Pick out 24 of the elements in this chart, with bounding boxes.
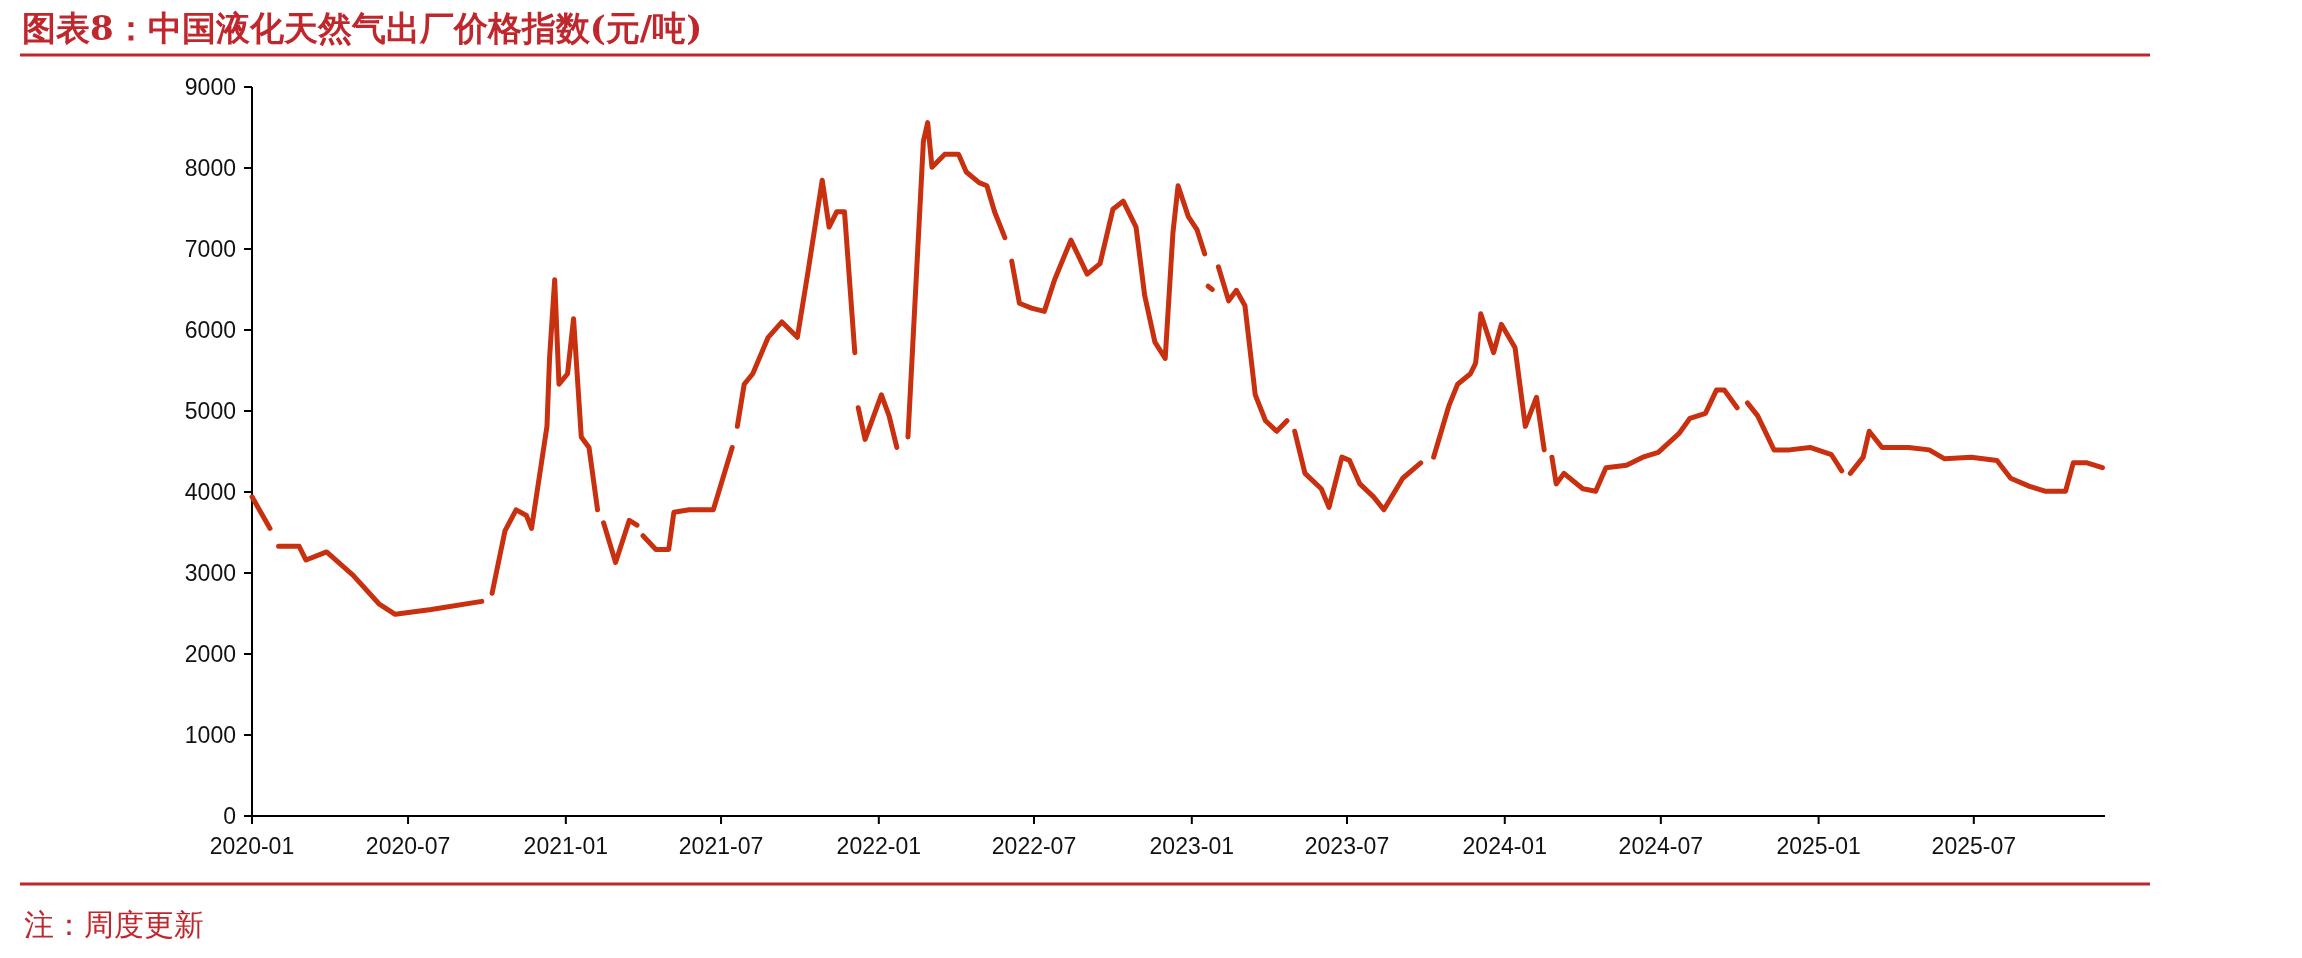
y-tick-label: 4000 — [184, 479, 236, 505]
x-tick-label: 2024-01 — [1462, 833, 1547, 859]
title: 图表8：中国液化天然气出厂价格指数(元/吨) — [22, 8, 703, 48]
x-tick-label: 2021-01 — [523, 833, 609, 859]
x-tick-label: 2023-01 — [1149, 833, 1234, 859]
x-tick-label: 2020-07 — [365, 833, 451, 859]
y-tick-label: 5000 — [184, 398, 236, 424]
annotation: 注：周度更新 — [24, 907, 204, 942]
x-tick-label: 2025-07 — [1931, 833, 2017, 859]
y-tick-label: 7000 — [184, 236, 236, 262]
x-tick-label: 2023-07 — [1304, 833, 1390, 859]
y-tick-label: 3000 — [184, 560, 236, 586]
x-tick-label: 2021-07 — [678, 833, 764, 859]
x-tick-label: 2024-07 — [1618, 833, 1704, 859]
x-tick-label: 2025-01 — [1776, 833, 1861, 859]
x-tick-label: 2022-07 — [991, 833, 1077, 859]
y-tick-label: 9000 — [184, 74, 236, 100]
y-tick-label: 0 — [223, 803, 236, 829]
y-tick-label: 1000 — [184, 722, 236, 748]
y-tick-label: 2000 — [184, 641, 236, 667]
x-tick-label: 2022-01 — [836, 833, 922, 859]
y-tick-label: 6000 — [184, 317, 236, 343]
y-tick-label: 8000 — [184, 155, 236, 181]
x-tick-label: 2020-01 — [209, 833, 295, 859]
